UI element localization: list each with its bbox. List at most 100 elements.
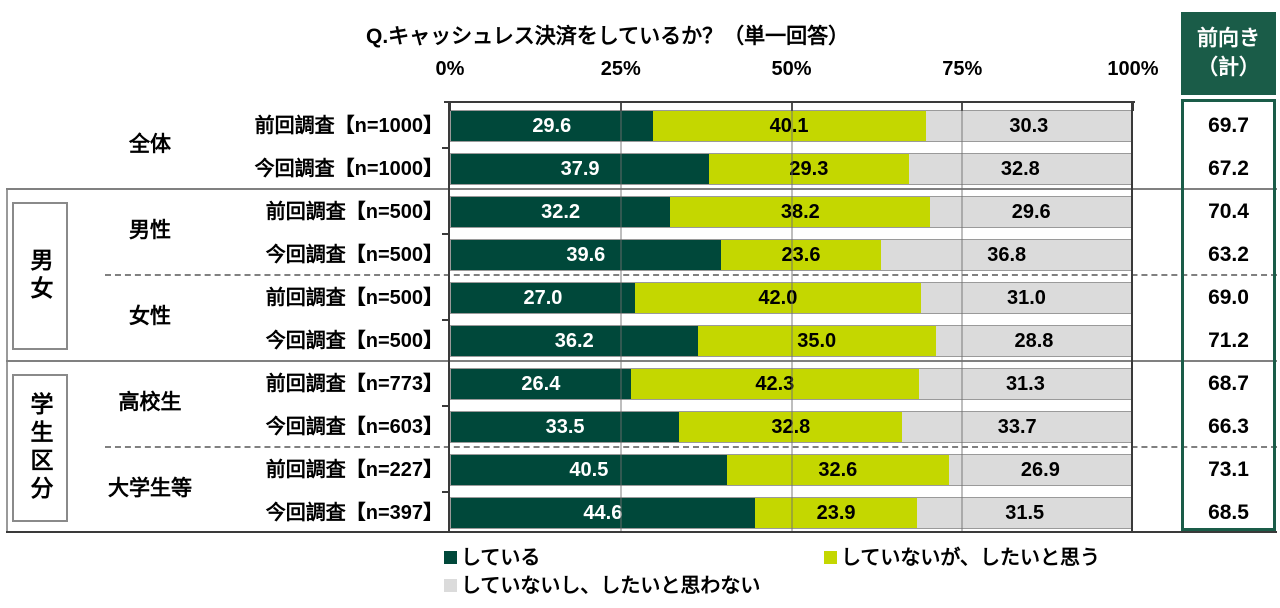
summary-value: 68.7 xyxy=(1208,372,1249,395)
segment-not-want: 26.9 xyxy=(948,455,1132,485)
bar-value-label: 38.2 xyxy=(780,200,820,223)
bar-value-label: 29.3 xyxy=(789,157,829,180)
bar-row: 29.6 40.1 30.3 xyxy=(450,110,1133,142)
bar-row: 27.0 42.0 31.0 xyxy=(450,282,1133,314)
legend-swatch xyxy=(444,551,457,564)
separator-dashed xyxy=(105,446,1277,448)
legend-label: している xyxy=(461,547,541,569)
segment-not-want: 33.7 xyxy=(902,412,1132,442)
row-axis-tick xyxy=(442,405,450,407)
bar-value-label: 32.8 xyxy=(771,415,811,438)
summary-value: 69.7 xyxy=(1208,114,1249,137)
bar-value-label: 44.6 xyxy=(583,501,623,524)
segment-not-want: 29.6 xyxy=(930,197,1132,227)
segment-want-to: 32.8 xyxy=(679,412,903,442)
axis-tick-label: 100% xyxy=(1107,58,1159,80)
segment-not-want: 28.8 xyxy=(935,326,1132,356)
summary-value: 63.2 xyxy=(1208,243,1249,266)
segment-doing: 32.2 xyxy=(451,197,671,227)
axis-tick-label: 25% xyxy=(600,58,641,80)
survey-label: 前回調査【n=773】 xyxy=(265,373,443,395)
bar-value-label: 37.9 xyxy=(560,157,600,180)
bar-row: 44.6 23.9 31.5 xyxy=(450,497,1133,529)
summary-column-header: 前向き （計） xyxy=(1181,12,1276,95)
row-axis-tick xyxy=(442,147,450,149)
separator-solid xyxy=(6,360,1277,362)
chart-title: Q.キャッシュレス決済をしているか？（単一回答） xyxy=(366,25,850,48)
side-group-box: 男女 xyxy=(12,202,68,350)
bar-value-label: 27.0 xyxy=(523,286,563,309)
bar-value-label: 36.2 xyxy=(554,329,594,352)
category-label: 大学生等 xyxy=(108,477,192,500)
bar-row: 26.4 42.3 31.3 xyxy=(450,368,1133,400)
bar-value-label: 32.2 xyxy=(541,200,581,223)
category-label: 男性 xyxy=(129,219,171,242)
segment-not-want: 31.5 xyxy=(917,498,1132,528)
bar-value-label: 28.8 xyxy=(1014,329,1054,352)
bar-value-label: 23.6 xyxy=(781,243,821,266)
bar-value-label: 26.9 xyxy=(1020,458,1060,481)
segment-doing: 44.6 xyxy=(451,498,755,528)
axis-tick-mark xyxy=(449,103,451,111)
segment-doing: 39.6 xyxy=(451,240,721,270)
axis-tick-mark xyxy=(619,103,622,111)
bar-row: 39.6 23.6 36.8 xyxy=(450,239,1133,271)
bar-value-label: 32.6 xyxy=(818,458,858,481)
category-label: 高校生 xyxy=(118,391,182,414)
summary-value: 70.4 xyxy=(1208,200,1249,223)
summary-values-box xyxy=(1181,99,1276,531)
bar-value-label: 39.6 xyxy=(566,243,606,266)
segment-want-to: 38.2 xyxy=(670,197,931,227)
gridline-50 xyxy=(790,103,793,533)
axis-tick-label: 75% xyxy=(942,58,983,80)
segment-want-to: 35.0 xyxy=(697,326,936,356)
plot-left-border xyxy=(448,103,450,533)
survey-label: 前回調査【n=500】 xyxy=(265,287,443,309)
gridline-25 xyxy=(619,103,622,533)
segment-not-want: 30.3 xyxy=(925,111,1132,141)
row-axis-tick xyxy=(442,233,450,235)
axis-tick-mark xyxy=(961,103,964,111)
summary-header-line1: 前向き xyxy=(1197,27,1260,51)
segment-not-want: 31.3 xyxy=(918,369,1132,399)
plot-top-axis-line xyxy=(444,101,1135,103)
segment-want-to: 42.0 xyxy=(634,283,921,313)
row-axis-tick xyxy=(442,319,450,321)
bar-value-label: 31.3 xyxy=(1005,372,1045,395)
survey-label: 今回調査【n=1000】 xyxy=(254,158,443,180)
summary-value: 69.0 xyxy=(1208,286,1249,309)
survey-label: 今回調査【n=500】 xyxy=(265,330,443,352)
row-axis-tick xyxy=(442,491,450,493)
survey-label: 今回調査【n=397】 xyxy=(265,502,443,524)
segment-want-to: 23.6 xyxy=(720,240,882,270)
bar-row: 37.9 29.3 32.8 xyxy=(450,153,1133,185)
summary-value: 68.5 xyxy=(1208,501,1249,524)
segment-want-to: 32.6 xyxy=(726,455,949,485)
gridline-75 xyxy=(961,103,964,533)
bar-row: 36.2 35.0 28.8 xyxy=(450,325,1133,357)
segment-want-to: 40.1 xyxy=(652,111,926,141)
bar-value-label: 33.7 xyxy=(997,415,1037,438)
segment-want-to: 42.3 xyxy=(630,369,919,399)
bar-value-label: 35.0 xyxy=(797,329,837,352)
axis-tick-label: 50% xyxy=(771,58,812,80)
chart-bottom-line xyxy=(6,531,1277,533)
segment-doing: 36.2 xyxy=(451,326,698,356)
survey-label: 前回調査【n=227】 xyxy=(265,459,443,481)
survey-label: 前回調査【n=1000】 xyxy=(254,115,443,137)
bar-value-label: 42.3 xyxy=(755,372,795,395)
survey-label: 今回調査【n=500】 xyxy=(265,244,443,266)
bar-value-label: 31.0 xyxy=(1006,286,1046,309)
segment-not-want: 31.0 xyxy=(920,283,1132,313)
bar-value-label: 40.5 xyxy=(569,458,609,481)
side-group-label: 学生区分 xyxy=(27,392,53,504)
legend-swatch xyxy=(824,551,837,564)
category-label: 全体 xyxy=(129,133,171,156)
axis-tick-label: 0% xyxy=(435,58,465,80)
bar-value-label: 42.0 xyxy=(758,286,798,309)
bar-value-label: 26.4 xyxy=(521,372,561,395)
bar-value-label: 29.6 xyxy=(1011,200,1051,223)
separator-solid xyxy=(6,188,1277,190)
segment-doing: 37.9 xyxy=(451,154,710,184)
